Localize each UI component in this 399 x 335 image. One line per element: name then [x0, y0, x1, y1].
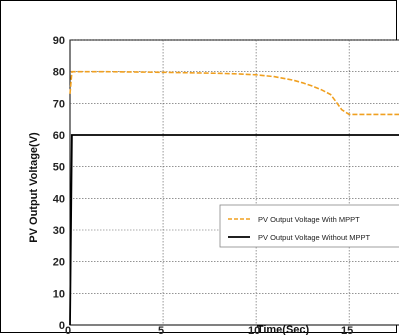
y-tick-label: 70: [53, 98, 65, 110]
legend-box: [219, 204, 399, 248]
y-tick-label: 30: [53, 225, 65, 237]
y-axis-label: PV Output Voltage(V): [28, 132, 40, 243]
plot-area: [69, 39, 399, 326]
tick-labels: 0 10 20 30 40 50 60 70 80 90 0 5 10 15: [53, 35, 354, 335]
x-tick-label: 0: [65, 325, 71, 335]
y-tick-label: 60: [53, 130, 65, 142]
series-line-without-mppt: [69, 134, 399, 326]
legend-label-without-mppt: PV Output Voltage Without MPPT: [258, 233, 371, 242]
series-layer: [69, 70, 399, 326]
x-tick-label: 15: [341, 325, 353, 335]
y-tick-label: 0: [59, 320, 65, 332]
y-tick-label: 20: [53, 257, 65, 269]
legend-label-with-mppt: PV Output Voltage With MPPT: [258, 215, 360, 224]
x-tick-label: 10: [248, 325, 260, 335]
y-tick-label: 10: [53, 288, 65, 300]
legend: PV Output Voltage With MPPT PV Output Vo…: [219, 204, 399, 248]
x-tick-label: 5: [158, 325, 164, 335]
series-line-with-mppt: [69, 70, 399, 116]
y-tick-label: 40: [53, 193, 65, 205]
y-tick-label: 90: [53, 35, 65, 47]
y-tick-label: 50: [53, 162, 65, 174]
x-axis-label: Time(Sec): [257, 324, 310, 335]
y-tick-label: 80: [53, 67, 65, 79]
